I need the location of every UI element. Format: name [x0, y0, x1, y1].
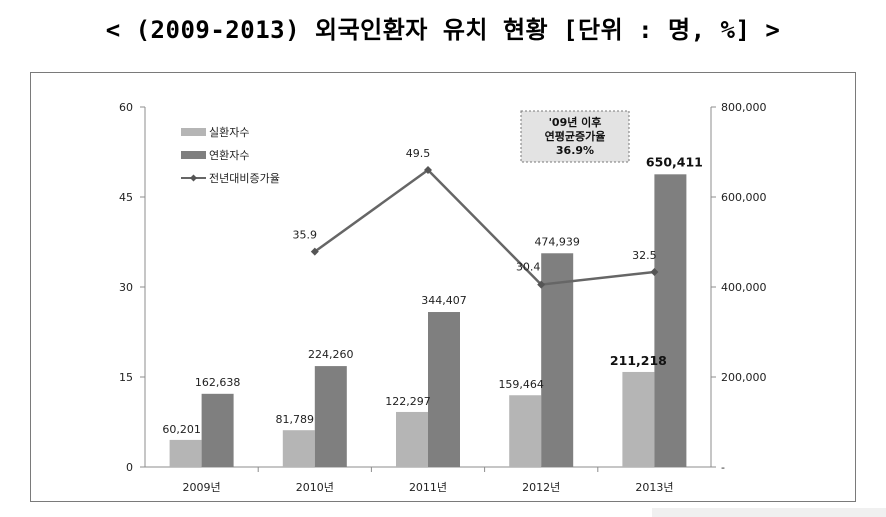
chart-axes: 0 15 30 45 60 - 200,000 400,000 600,000 800,000 20… [119, 101, 767, 494]
growth-rate-label: 49.5 [406, 147, 431, 160]
bar-real-patients-label: 159,464 [498, 378, 544, 391]
bar-total-patients [541, 253, 574, 467]
right-axis-tick-label: 600,000 [721, 191, 767, 204]
bar-total-patients-label: 224,260 [308, 348, 354, 361]
growth-rate-point [424, 166, 432, 174]
bar-real-patients-label: 211,218 [610, 353, 667, 368]
bar-total-patients-label: 474,939 [534, 235, 580, 248]
bar-real-patients [169, 439, 202, 467]
chart-frame: 0 15 30 45 60 - 200,000 400,000 600,000 800,000 20… [30, 72, 856, 502]
bar-total-patients [201, 393, 234, 467]
footer-strip [652, 508, 886, 517]
bar-real-patients [622, 371, 655, 467]
chart-bars [169, 174, 687, 467]
growth-rate-line [314, 168, 655, 286]
x-axis-tick-label: 2011년 [409, 481, 447, 494]
left-axis-tick-label: 30 [119, 281, 133, 294]
bar-real-patients [509, 395, 542, 467]
bar-total-patients [654, 174, 687, 467]
bar-total-patients-label: 162,638 [195, 376, 241, 389]
x-axis-tick-label: 2012년 [522, 481, 560, 494]
legend-swatch-real-patients [181, 128, 206, 136]
growth-rate-label: 32.5 [632, 249, 657, 262]
growth-rate-point [537, 280, 546, 289]
bar-total-patients-label: 650,411 [646, 154, 703, 169]
legend-label-total-patients: 연환자수 [209, 149, 249, 162]
legend-label-growth-rate: 전년대비증가율 [209, 172, 280, 185]
legend-label-real-patients: 실환자수 [209, 126, 249, 139]
right-axis-tick-label: 400,000 [721, 281, 767, 294]
bar-real-patients [282, 430, 315, 467]
growth-rate-point [310, 247, 319, 256]
bar-real-patients-label: 122,297 [385, 395, 431, 408]
annotation-line: 36.9% [556, 144, 594, 157]
chart-growth-line [310, 166, 659, 289]
chart-svg: 0 15 30 45 60 - 200,000 400,000 600,000 800,000 20… [119, 101, 767, 494]
chart-data-labels: 60,201 162,638 81,789 224,260 122,297 344,407… [162, 147, 703, 436]
left-axis-tick-label: 45 [119, 191, 133, 204]
bar-total-patients [428, 312, 460, 467]
annotation-line: '09년 이후 [549, 115, 602, 129]
annotation-box [520, 110, 630, 163]
bar-total-patients [314, 366, 347, 467]
legend-swatch-total-patients [181, 151, 206, 159]
bar-total-patients-label: 344,407 [421, 294, 467, 307]
growth-rate-point [650, 268, 659, 276]
left-axis-tick-label: 60 [119, 101, 133, 114]
page-title: < (2009-2013) 외국인환자 유치 현황 [단위 : 명, %] > [105, 16, 781, 44]
x-axis-tick-label: 2009년 [183, 481, 221, 494]
x-axis-tick-label: 2010년 [296, 481, 334, 494]
bar-real-patients-label: 81,789 [276, 413, 315, 426]
right-axis-tick-label: 800,000 [721, 101, 767, 114]
right-axis-tick-label: 200,000 [721, 371, 767, 384]
bar-real-patients-label: 60,201 [162, 423, 201, 436]
growth-rate-label: 30.4 [516, 261, 541, 274]
right-axis-tick-label: - [721, 461, 725, 474]
left-axis-tick-label: 0 [126, 461, 133, 474]
x-axis-tick-label: 2013년 [635, 481, 673, 494]
legend-marker-growth-rate [190, 174, 197, 182]
growth-rate-label: 35.9 [293, 229, 318, 242]
annotation-line: 연평균증가율 [545, 129, 606, 143]
bar-real-patients [396, 411, 428, 467]
left-axis-tick-label: 15 [119, 371, 133, 384]
